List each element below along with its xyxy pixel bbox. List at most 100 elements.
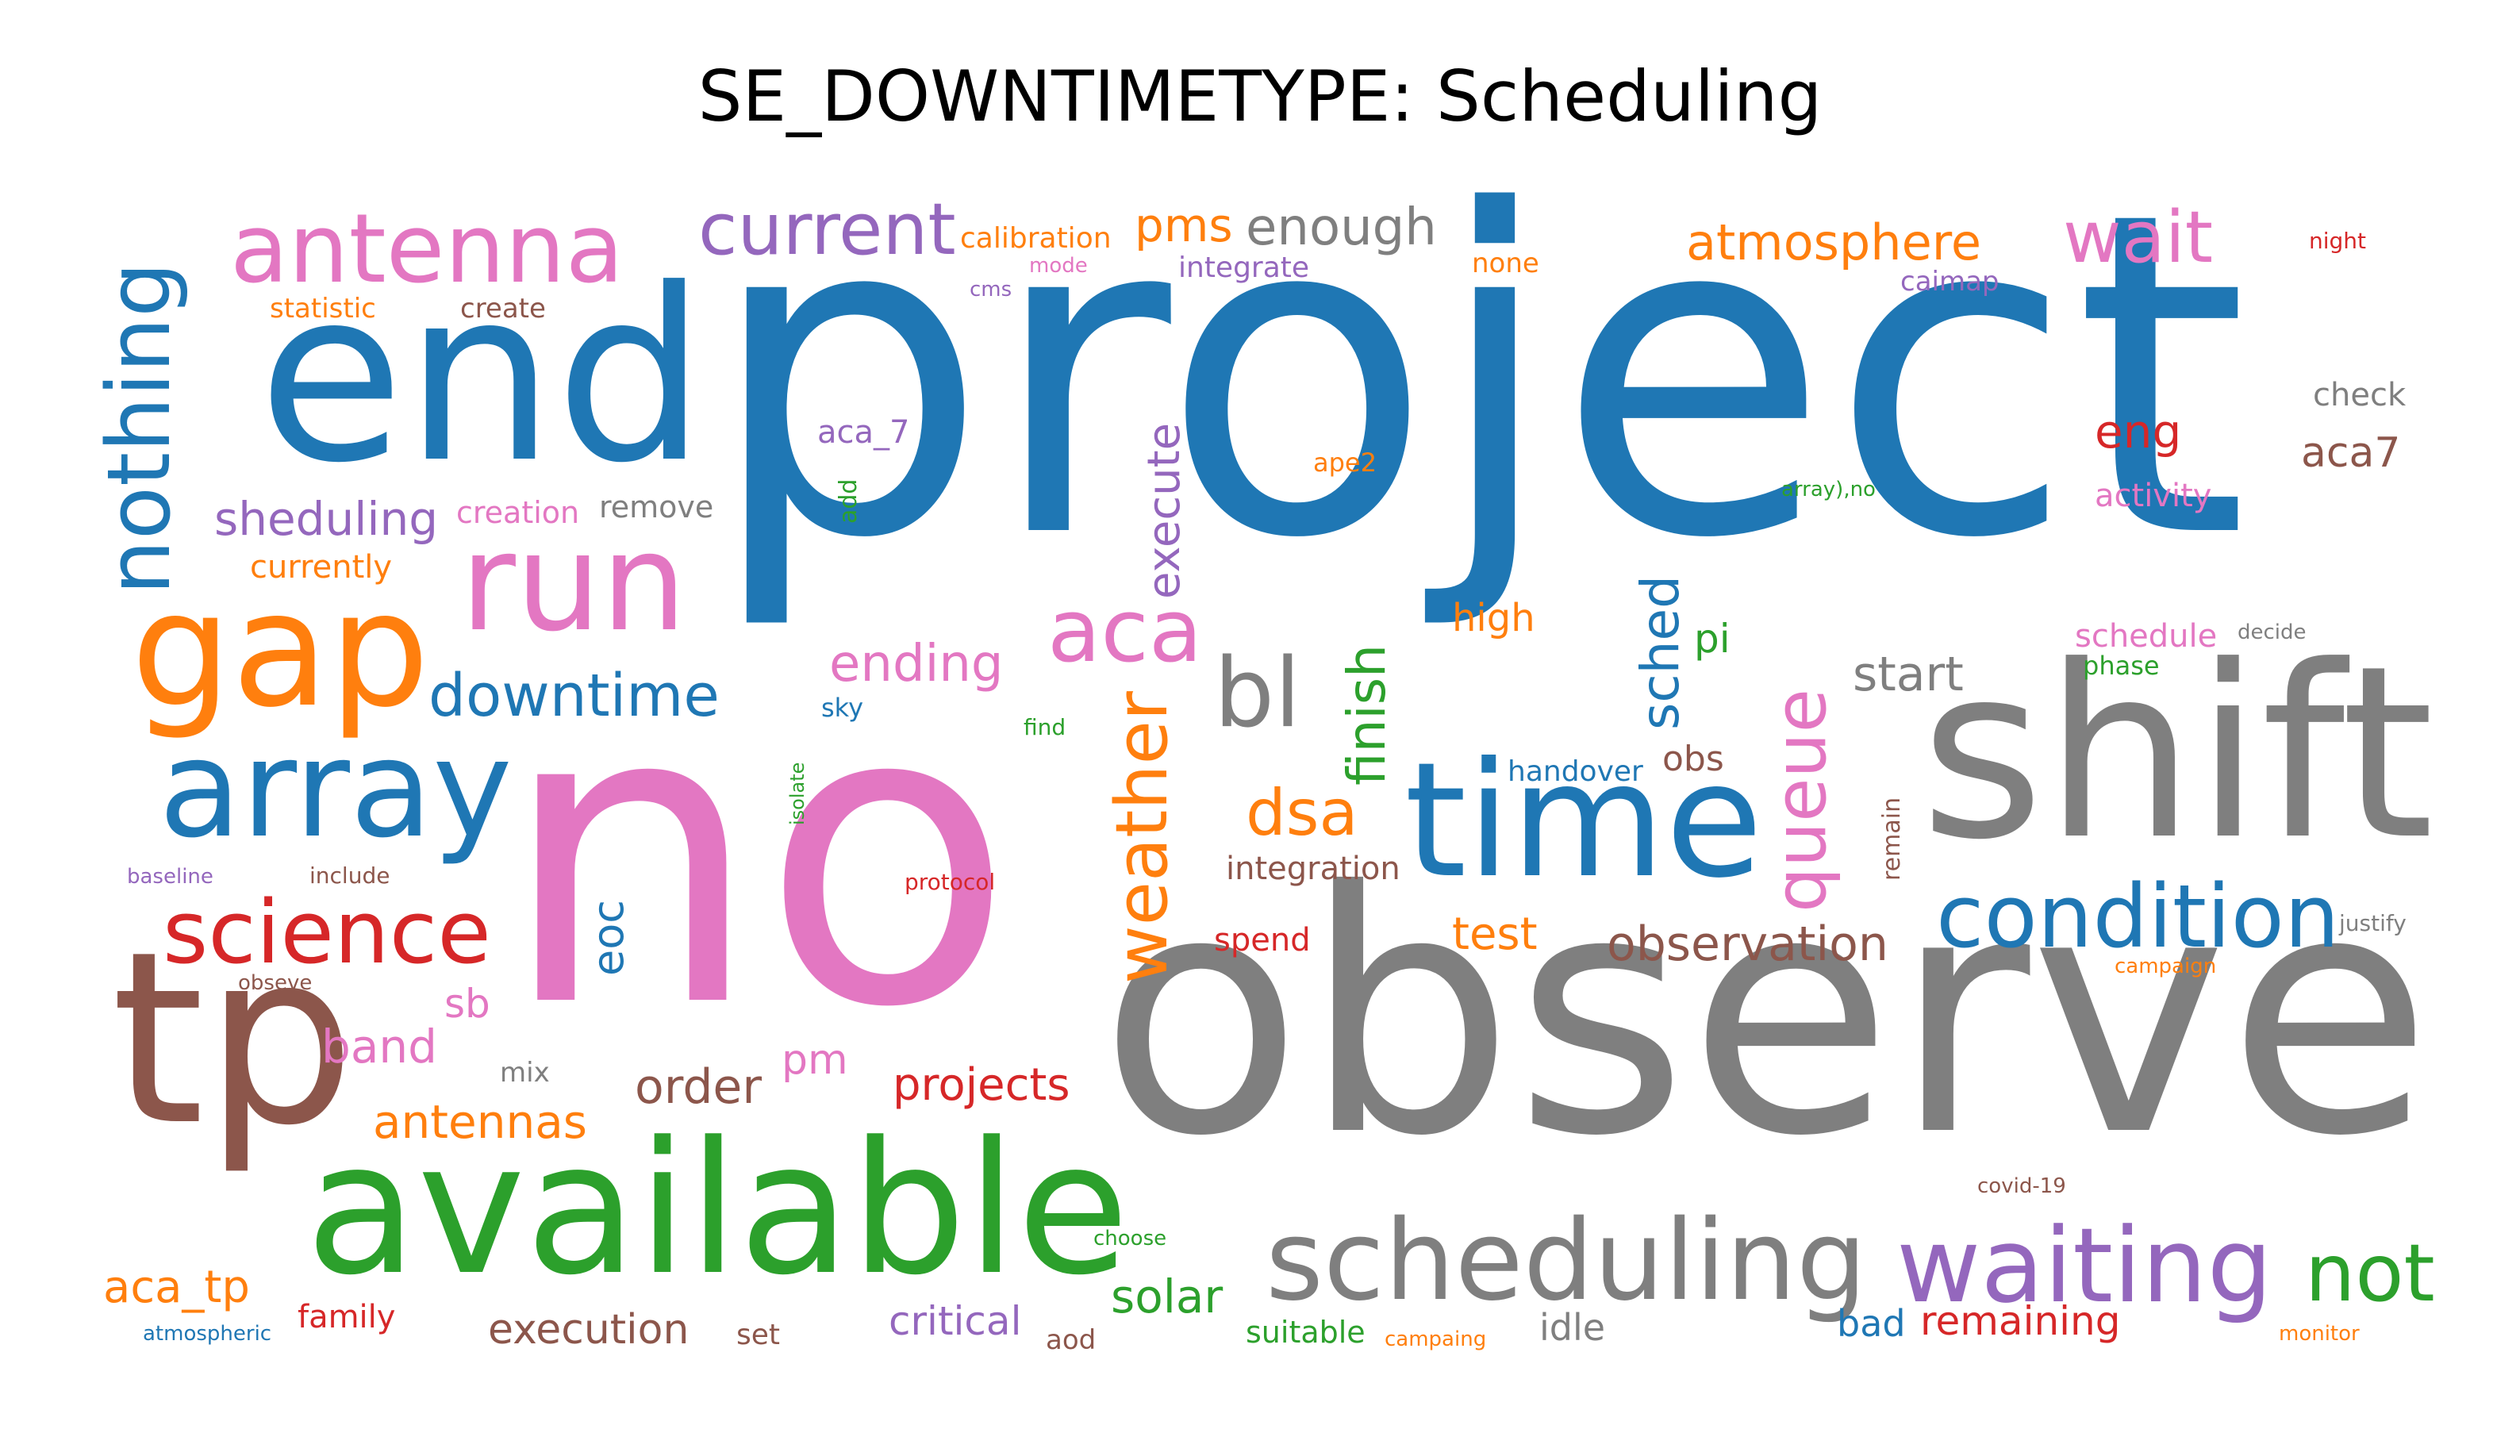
word-current: current: [698, 188, 956, 271]
word-creation: creation: [456, 495, 580, 530]
word-schedule: schedule: [2075, 618, 2218, 655]
word-mix: mix: [500, 1057, 550, 1089]
word-downtime: downtime: [428, 662, 720, 730]
chart-title: SE_DOWNTIMETYPE: Scheduling: [697, 56, 1823, 137]
word-observation: observation: [1607, 916, 1888, 972]
word-condition: condition: [1936, 866, 2340, 967]
word-tp: tp: [111, 901, 356, 1177]
word-array: array: [159, 711, 513, 868]
word-statistic: statistic: [270, 293, 376, 325]
word-currently: currently: [250, 549, 393, 586]
word-nothing: nothing: [88, 262, 190, 595]
word-justify: justify: [2339, 910, 2407, 936]
word-run: run: [460, 505, 687, 662]
word-suitable: suitable: [1246, 1315, 1366, 1350]
word-finish: finish: [1336, 644, 1397, 786]
word-include: include: [309, 862, 390, 889]
word-add: add: [835, 478, 862, 524]
word-phase: phase: [2083, 651, 2160, 681]
word-band: band: [321, 1020, 437, 1074]
word-end: end: [258, 238, 707, 515]
word-mode: mode: [1029, 254, 1088, 278]
word-eng: eng: [2095, 405, 2182, 459]
word-science: science: [163, 882, 491, 983]
word-check: check: [2313, 377, 2407, 413]
word-pi: pi: [1694, 616, 1731, 662]
word-high: high: [1452, 596, 1535, 640]
word-spend: spend: [1214, 922, 1311, 959]
word-activity: activity: [2095, 478, 2212, 514]
word-obs: obs: [1662, 739, 1724, 779]
word-start: start: [1853, 647, 1964, 702]
word-enough: enough: [1246, 198, 1437, 257]
word-remaining: remaining: [1920, 1298, 2121, 1344]
word-family: family: [298, 1299, 396, 1335]
word-baseline: baseline: [127, 865, 213, 889]
word-protocol: protocol: [905, 869, 996, 895]
word-night: night: [2309, 228, 2367, 254]
word-bl: bl: [1214, 639, 1301, 749]
word-observe: observe: [1099, 821, 2433, 1209]
word-aca-7: aca_7: [817, 414, 910, 451]
word-campaing: campaing: [1385, 1327, 1487, 1351]
word-aca: aca: [1047, 580, 1203, 682]
word-remain: remain: [1878, 797, 1906, 881]
word-idle: idle: [1539, 1306, 1606, 1349]
word-execution: execution: [488, 1306, 690, 1354]
word-shift: shift: [1920, 615, 2434, 892]
word-weather: weather: [1101, 691, 1184, 984]
word-find: find: [1024, 714, 1066, 740]
word-gap: gap: [131, 558, 430, 743]
word-isolate: isolate: [786, 762, 809, 825]
word-sched: sched: [1630, 574, 1691, 730]
word-execute: execute: [1139, 422, 1190, 599]
word-sky: sky: [821, 693, 863, 723]
word-time: time: [1404, 728, 1763, 913]
word-dsa: dsa: [1246, 776, 1358, 850]
word-wait: wait: [2063, 196, 2214, 279]
word-project: project: [706, 118, 2249, 636]
word-monitor: monitor: [2279, 1322, 2360, 1346]
word-sheduling: sheduling: [214, 492, 439, 546]
word-critical: critical: [889, 1298, 1022, 1344]
word-test: test: [1452, 909, 1538, 960]
word-aod: aod: [1046, 1324, 1097, 1356]
word-array-no: array),no: [1781, 478, 1876, 501]
word-caimap: caimap: [1900, 266, 1999, 298]
word-aca-tp: aca_tp: [103, 1262, 250, 1313]
word-integration: integration: [1226, 851, 1400, 887]
word-order: order: [635, 1059, 762, 1115]
word-calibration: calibration: [960, 222, 1112, 255]
word-antenna: antenna: [230, 194, 624, 305]
word-obseve: obseve: [238, 971, 313, 995]
word-bad: bad: [1837, 1302, 1906, 1345]
word-cms: cms: [970, 278, 1012, 302]
word-not: not: [2305, 1227, 2435, 1320]
word-choose: choose: [1093, 1227, 1167, 1250]
word-waiting: waiting: [1896, 1205, 2273, 1326]
word-ape2: ape2: [1313, 448, 1377, 478]
word-aca7: aca7: [2301, 429, 2401, 477]
word-remove: remove: [599, 490, 714, 524]
word-integrate: integrate: [1178, 252, 1310, 284]
word-covid-19: covid-19: [1977, 1174, 2066, 1198]
word-atmosphere: atmosphere: [1686, 213, 1981, 271]
word-pm: pm: [782, 1036, 848, 1084]
word-campaign: campaign: [2115, 955, 2217, 978]
word-ending: ending: [829, 635, 1004, 693]
word-decide: decide: [2238, 620, 2307, 644]
word-eoc: eoc: [583, 900, 633, 976]
word-create: create: [460, 293, 546, 325]
word-pms: pms: [1135, 198, 1233, 252]
word-available: available: [305, 1104, 1130, 1316]
word-none: none: [1472, 248, 1539, 279]
word-atmospheric: atmospheric: [143, 1322, 272, 1346]
word-solar: solar: [1111, 1270, 1224, 1323]
word-handover: handover: [1508, 755, 1643, 788]
word-no: no: [500, 617, 1014, 1097]
word-set: set: [736, 1319, 781, 1351]
word-scheduling: scheduling: [1266, 1197, 1867, 1326]
word-antennas: antennas: [373, 1095, 588, 1149]
word-projects: projects: [893, 1059, 1070, 1111]
